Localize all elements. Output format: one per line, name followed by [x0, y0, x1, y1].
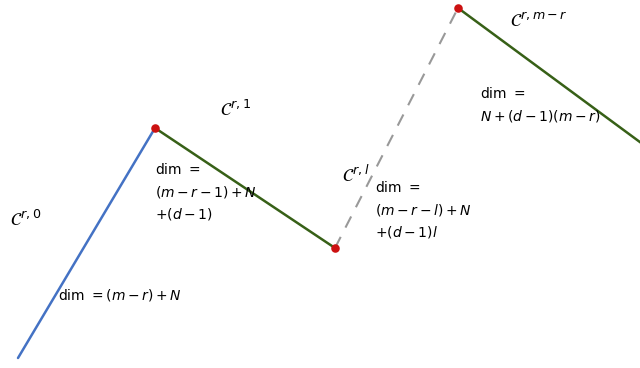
Text: dim $=$
$(m-r-1)+N$
$+(d-1)$: dim $=$ $(m-r-1)+N$ $+(d-1)$ [155, 162, 257, 222]
Point [150, 125, 160, 131]
Text: dim $= (m-r) + N$: dim $= (m-r) + N$ [58, 287, 182, 303]
Text: $\mathcal{C}^{r,l}$: $\mathcal{C}^{r,l}$ [342, 164, 369, 185]
Point [330, 245, 340, 251]
Text: $\mathcal{C}^{r,0}$: $\mathcal{C}^{r,0}$ [10, 210, 41, 230]
Text: $\mathcal{C}^{r,m-r}$: $\mathcal{C}^{r,m-r}$ [510, 13, 568, 31]
Text: $\mathcal{C}^{r,1}$: $\mathcal{C}^{r,1}$ [220, 100, 251, 120]
Text: dim $=$
$N+(d-1)(m-r)$: dim $=$ $N+(d-1)(m-r)$ [480, 86, 601, 124]
Point [453, 5, 463, 11]
Text: dim $=$
$(m-r-l)+N$
$+(d-1)l$: dim $=$ $(m-r-l)+N$ $+(d-1)l$ [375, 180, 472, 240]
